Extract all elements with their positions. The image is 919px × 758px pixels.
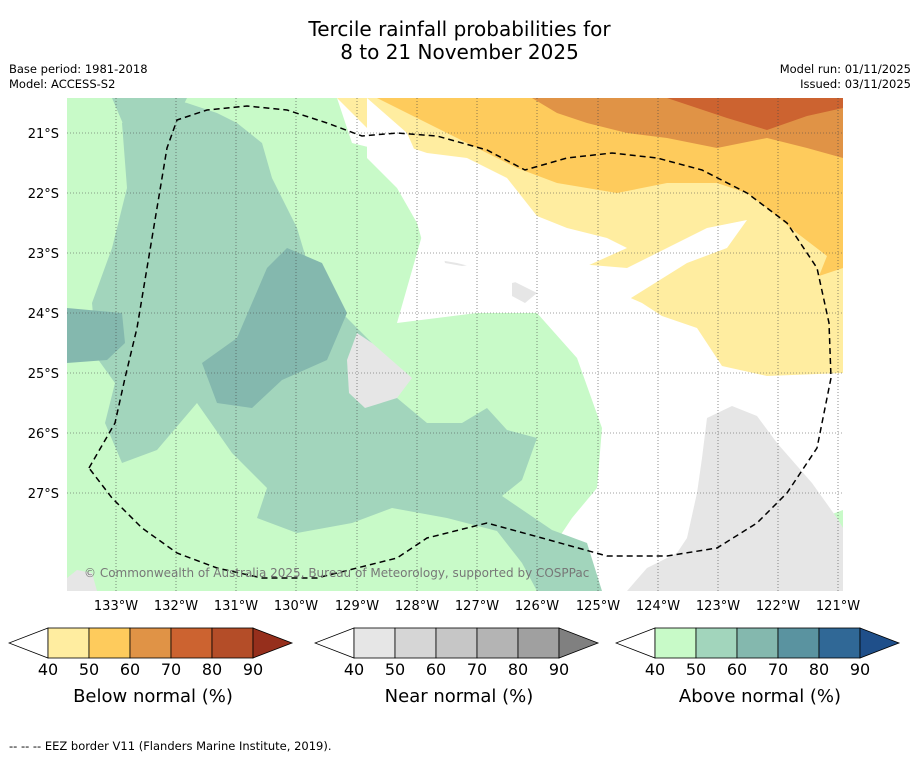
colorbar-tick-label: 90 xyxy=(849,660,871,679)
lat-label: 27°S xyxy=(28,487,59,502)
title-line-1: Tercile rainfall probabilities for xyxy=(308,17,611,41)
lon-label: 121°W xyxy=(816,599,860,614)
eez-footnote: -- -- -- EEZ border V11 (Flanders Marine… xyxy=(9,739,332,753)
above-normal-60-region xyxy=(67,98,602,591)
colorbar-segment xyxy=(47,627,90,659)
above-normal-label: Above normal (%) xyxy=(678,686,842,707)
map-gridlines xyxy=(67,98,843,591)
colorbar-tick-label: 90 xyxy=(548,660,570,679)
colorbar-extend-low xyxy=(314,627,355,659)
colorbar-tick-label: 60 xyxy=(726,660,748,679)
colorbar-segment xyxy=(211,627,254,659)
colorbar-extend-low xyxy=(8,627,49,659)
longitude-labels: 133°W 132°W 131°W 130°W 129°W 128°W 127°… xyxy=(94,599,860,614)
near-normal-label: Near normal (%) xyxy=(384,686,534,707)
colorbar-tick-label: 90 xyxy=(242,660,264,679)
colorbar-segment xyxy=(695,627,738,659)
near-normal-south-east xyxy=(627,406,843,591)
colorbar-tick-label: 40 xyxy=(644,660,666,679)
rainfall-map: 21°S 22°S 23°S 24°S 25°S 26°S 27°S 133°W… xyxy=(28,98,860,614)
colorbar-segment xyxy=(517,627,560,659)
colorbar-extend-low xyxy=(615,627,656,659)
colorbar-segment xyxy=(777,627,820,659)
lon-label: 133°W xyxy=(94,599,138,614)
colorbar-tick-label: 60 xyxy=(425,660,447,679)
lon-label: 128°W xyxy=(395,599,439,614)
lat-label: 23°S xyxy=(28,247,59,262)
below-normal-label: Below normal (%) xyxy=(73,686,233,707)
title-line-2: 8 to 21 November 2025 xyxy=(340,40,579,64)
lon-label: 122°W xyxy=(756,599,800,614)
colorbar-tick-label: 40 xyxy=(37,660,59,679)
lat-label: 21°S xyxy=(28,127,59,142)
colorbar-segment xyxy=(353,627,396,659)
above-normal-70-core xyxy=(202,248,347,408)
colorbar-segment xyxy=(476,627,519,659)
lat-label: 25°S xyxy=(28,367,59,382)
colorbar-tick-label: 80 xyxy=(507,660,529,679)
near-normal-colorbar xyxy=(314,627,600,659)
colorbar-segment xyxy=(654,627,697,659)
colorbar-tick-label: 70 xyxy=(160,660,182,679)
colorbar-extend-high xyxy=(252,627,294,659)
colorbar-segment xyxy=(736,627,779,659)
above-normal-70-region xyxy=(67,308,125,363)
map-title: Tercile rainfall probabilities for 8 to … xyxy=(0,18,919,64)
lon-label: 130°W xyxy=(274,599,318,614)
above-normal-colorbar xyxy=(615,627,901,659)
colorbar-extend-high xyxy=(558,627,600,659)
colorbar-extend-high xyxy=(859,627,901,659)
colorbar-tick-label: 80 xyxy=(201,660,223,679)
issued-date: Issued: 03/11/2025 xyxy=(800,77,911,91)
colorbar-segment xyxy=(818,627,861,659)
base-period: Base period: 1981-2018 xyxy=(9,62,148,76)
lat-label: 22°S xyxy=(28,187,59,202)
colorbar-tick-label: 50 xyxy=(685,660,707,679)
colorbar-segment xyxy=(435,627,478,659)
lat-label: 24°S xyxy=(28,307,59,322)
below-normal-colorbar xyxy=(8,627,294,659)
map-fields xyxy=(67,98,843,591)
colorbar-tick-label: 80 xyxy=(808,660,830,679)
above-normal-70-north xyxy=(112,98,187,133)
colorbar-tick-label: 60 xyxy=(119,660,141,679)
model-name: Model: ACCESS-S2 xyxy=(9,77,116,91)
meta-right: Model run: 01/11/2025 Issued: 03/11/2025 xyxy=(780,62,911,92)
lon-label: 126°W xyxy=(515,599,559,614)
near-normal-south-west xyxy=(67,570,97,591)
colorbar-tick-label: 40 xyxy=(343,660,365,679)
colorbar-tick-label: 70 xyxy=(767,660,789,679)
lat-label: 26°S xyxy=(28,427,59,442)
lon-label: 125°W xyxy=(576,599,620,614)
copyright-notice: © Commonwealth of Australia 2025, Bureau… xyxy=(84,566,589,580)
meta-left: Base period: 1981-2018 Model: ACCESS-S2 xyxy=(9,62,148,92)
white-clearing-north xyxy=(367,98,747,318)
model-run: Model run: 01/11/2025 xyxy=(779,62,911,76)
near-normal-west-blob xyxy=(347,333,412,408)
colorbar-segment xyxy=(170,627,213,659)
lon-label: 124°W xyxy=(636,599,680,614)
lon-label: 131°W xyxy=(214,599,258,614)
colorbar-segment xyxy=(88,627,131,659)
colorbar-tick-label: 50 xyxy=(78,660,100,679)
lon-label: 127°W xyxy=(455,599,499,614)
below-normal-80-region xyxy=(667,98,843,130)
colorbar-segment xyxy=(394,627,437,659)
colorbar-segment xyxy=(129,627,172,659)
lon-label: 132°W xyxy=(154,599,198,614)
eez-border xyxy=(88,105,832,579)
lon-label: 123°W xyxy=(696,599,740,614)
lon-label: 129°W xyxy=(335,599,379,614)
latitude-labels: 21°S 22°S 23°S 24°S 25°S 26°S 27°S xyxy=(28,127,59,502)
colorbar-tick-label: 70 xyxy=(466,660,488,679)
colorbar-tick-label: 50 xyxy=(384,660,406,679)
